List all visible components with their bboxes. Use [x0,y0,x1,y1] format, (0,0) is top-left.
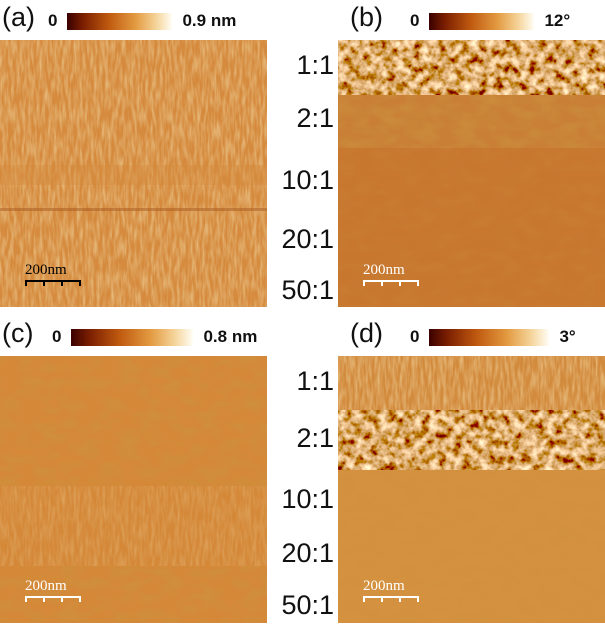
colorbar-max: 0.8 nm [203,327,258,346]
panel-label-c: (c) [2,318,34,348]
colorbar-a: 0 0.9 nm [48,11,236,31]
colorbar-min: 0 [48,11,58,30]
ratio-label: 2:1 [296,103,334,133]
colorbar-max: 0.9 nm [182,11,237,30]
ratio-label: 1:1 [296,366,334,396]
afm-image-c: 200nm [0,356,267,623]
colorbar-gradient [429,328,550,346]
ratio-label: 50:1 [281,590,334,620]
panel-label-b: (b) [350,2,383,32]
colorbar-gradient [67,12,173,30]
ratio-label: 1:1 [296,50,334,80]
ratio-label: 2:1 [296,423,334,453]
afm-image-a: 200nm [0,40,267,307]
scale-bar-label: 200nm [363,262,405,278]
afm-image-b: 200nm [338,40,605,307]
colorbar-gradient [71,328,194,346]
colorbar-c: 0 0.8 nm [52,327,257,347]
ratio-label: 20:1 [281,224,334,254]
panel-label-a: (a) [2,2,35,32]
colorbar-max: 12° [544,11,571,30]
colorbar-min: 0 [52,327,62,346]
scale-bar-d: 200nm [363,578,419,602]
colorbar-min: 0 [410,327,420,346]
colorbar-max: 3° [559,327,576,346]
scale-bar-a: 200nm [25,262,81,286]
scale-bar-label: 200nm [363,578,405,594]
ratio-label: 20:1 [281,538,334,568]
ratio-label: 10:1 [281,165,334,195]
ratio-label: 10:1 [281,484,334,514]
colorbar-gradient [429,12,535,30]
panel-label-d: (d) [350,318,383,348]
scale-bar-c: 200nm [25,578,81,602]
scale-bar-b: 200nm [363,262,419,286]
scale-bar-label: 200nm [25,262,67,278]
colorbar-min: 0 [410,11,420,30]
ratio-label: 50:1 [281,275,334,305]
scale-bar-label: 200nm [25,578,67,594]
colorbar-d: 0 3° [410,327,576,347]
afm-image-d: 200nm [338,356,605,623]
colorbar-b: 0 12° [410,11,570,31]
